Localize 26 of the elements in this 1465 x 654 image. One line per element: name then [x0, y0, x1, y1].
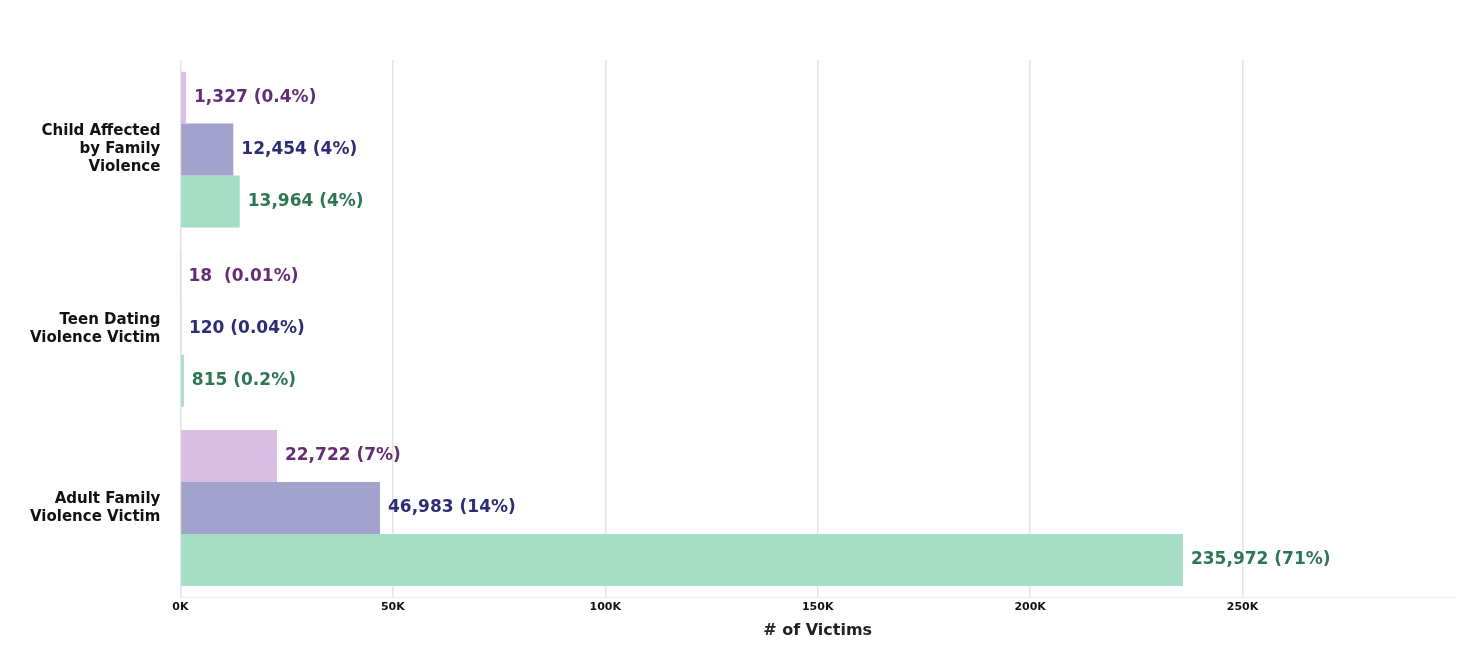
data-label: 13,964 (4%)	[247, 189, 364, 210]
x-tick-label: 0K	[172, 600, 189, 614]
bar	[181, 533, 1183, 586]
y-tick-label: Child Affected by Family Violence	[41, 121, 161, 176]
data-label: 815 (0.2%)	[191, 369, 296, 390]
bar	[181, 430, 277, 483]
bar	[181, 175, 240, 228]
x-tick-label: 250K	[1226, 600, 1259, 614]
bar	[181, 123, 234, 176]
data-label: 235,972 (71%)	[1190, 548, 1331, 569]
data-label: 46,983 (14%)	[388, 496, 516, 517]
y-tick-label: Adult Family Violence Victim	[29, 488, 161, 525]
x-tick-label: 100K	[589, 600, 622, 614]
bar	[181, 71, 187, 124]
x-tick-label: 200K	[1014, 600, 1047, 614]
x-tick-label: 150K	[801, 600, 834, 614]
data-label: 12,454 (4%)	[241, 138, 358, 159]
data-label: 18 (0.01%)	[188, 265, 299, 286]
data-label: 120 (0.04%)	[188, 317, 305, 338]
bar	[181, 354, 184, 407]
y-tick-label: Teen Dating Violence Victim	[29, 309, 161, 346]
data-label: 22,722 (7%)	[284, 444, 401, 465]
x-axis-title: # of Victims	[763, 619, 873, 639]
bar	[181, 482, 381, 534]
data-label: 1,327 (0.4%)	[194, 86, 317, 107]
x-tick-label: 50K	[380, 600, 406, 614]
